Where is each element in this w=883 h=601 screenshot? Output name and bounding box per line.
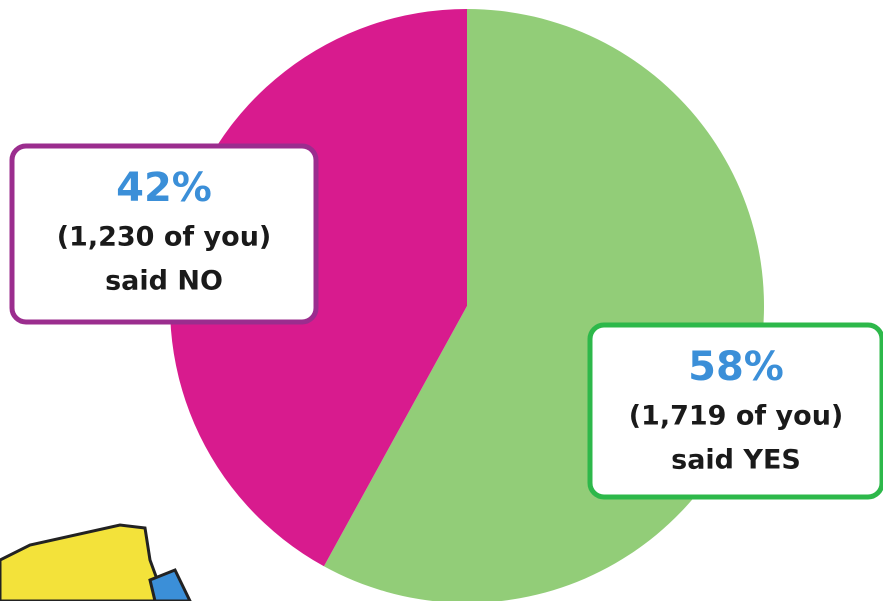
value-label: 42%	[116, 165, 212, 211]
count-label: (1,719 of you)	[629, 401, 844, 432]
category-label: said NO	[105, 266, 223, 297]
category-label: said YES	[671, 445, 801, 476]
count-label: (1,230 of you)	[57, 222, 272, 253]
decoration	[0, 525, 190, 601]
value-label: 58%	[688, 344, 784, 390]
chart: 58% (1,719 of you) said YES 42% (1,230 of yo…	[0, 0, 883, 601]
